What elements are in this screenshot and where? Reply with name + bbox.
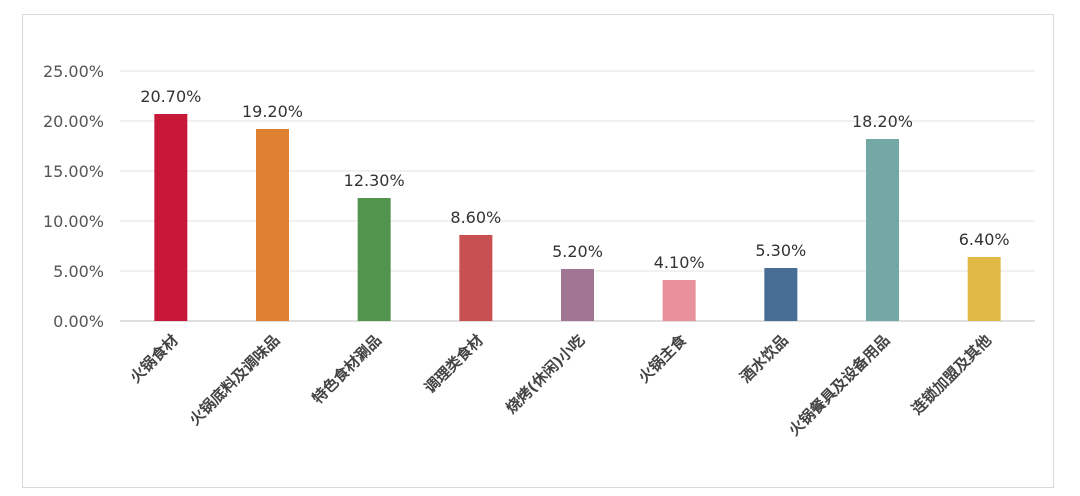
y-tick-label: 15.00% (43, 162, 104, 181)
y-tick-label: 25.00% (43, 62, 104, 81)
category-label: 特色食材涮品 (309, 331, 385, 407)
category-label: 火锅底料及调味品 (186, 331, 284, 429)
bar (662, 280, 696, 321)
bar (866, 139, 899, 321)
value-label: 19.20% (242, 102, 303, 121)
bar (459, 235, 493, 321)
value-label: 5.20% (552, 242, 603, 261)
category-label: 火锅餐具及设备用品 (785, 331, 893, 439)
y-tick-label: 0.00% (53, 312, 104, 331)
bar (967, 257, 1001, 321)
bar (154, 114, 188, 321)
value-label: 4.10% (654, 253, 705, 272)
y-tick-label: 5.00% (53, 262, 104, 281)
category-label: 烧烤(休闲)小吃 (502, 331, 588, 417)
category-label: 连锁加盟及其他 (908, 331, 995, 418)
value-label: 12.30% (344, 171, 405, 190)
y-tick-label: 10.00% (43, 212, 104, 231)
value-label: 8.60% (450, 208, 501, 227)
bar (561, 269, 594, 321)
category-label: 调理类食材 (421, 331, 487, 397)
category-label: 火锅食材 (126, 331, 181, 386)
bar (256, 129, 289, 321)
category-label: 酒水饮品 (736, 331, 791, 386)
bar (764, 268, 798, 321)
value-label: 6.40% (959, 230, 1010, 249)
bar (357, 198, 391, 321)
category-label: 火锅主食 (635, 330, 691, 386)
y-tick-label: 20.00% (43, 112, 104, 131)
value-label: 18.20% (852, 112, 913, 131)
value-label: 5.30% (755, 241, 806, 260)
value-label: 20.70% (140, 87, 201, 106)
